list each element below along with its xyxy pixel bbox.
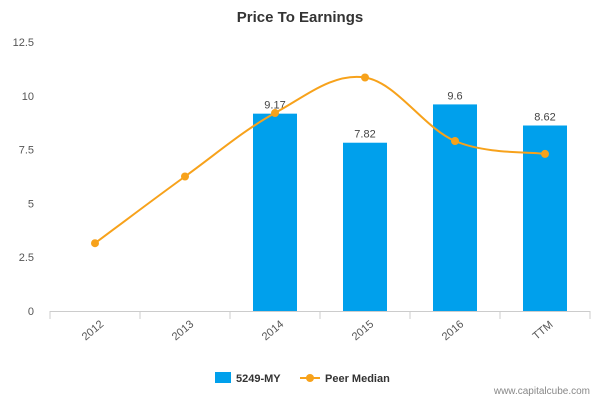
legend-swatch-point (306, 374, 314, 382)
legend-label-line: Peer Median (325, 373, 390, 385)
bar-data-label: 9.17 (264, 100, 285, 112)
x-tick-label: 2015 (350, 318, 376, 343)
peer-median-line (94, 75, 546, 245)
x-axis: 2012 2013 2014 2015 2016 TTM (49, 311, 591, 343)
peer-median-point (361, 73, 369, 82)
y-axis: 0 2.5 5 7.5 10 12.5 (13, 37, 34, 318)
peer-median-point (91, 239, 99, 248)
x-tick-label: 2013 (170, 318, 196, 343)
y-tick-label: 12.5 (13, 37, 34, 49)
y-tick-label: 10 (22, 91, 34, 103)
y-tick-label: 7.5 (19, 145, 34, 157)
x-tick-label: 2012 (80, 318, 106, 343)
bar-data-label: 8.62 (534, 111, 555, 123)
bar (343, 142, 387, 311)
peer-median-point (451, 136, 459, 145)
bar-data-label: 7.82 (354, 129, 375, 141)
peer-median-point (181, 172, 189, 181)
x-tick-label: 2014 (260, 318, 286, 343)
bar (433, 104, 477, 312)
chart-title: Price To Earnings (237, 9, 363, 26)
legend-label-bar: 5249-MY (236, 373, 281, 385)
x-tick-label: TTM (531, 319, 556, 343)
peer-median-point (271, 109, 279, 118)
bar-series: 9.17 7.82 9.6 8.62 (253, 90, 567, 312)
y-tick-label: 2.5 (19, 252, 34, 264)
y-tick-label: 5 (28, 198, 34, 210)
x-tick-label: 2016 (440, 318, 466, 343)
bar (253, 113, 297, 312)
legend: 5249-MY Peer Median (215, 372, 390, 385)
legend-swatch-bar (215, 372, 231, 383)
watermark: www.capitalcube.com (493, 386, 590, 397)
bar-data-label: 9.6 (447, 90, 462, 102)
peer-median-point (541, 149, 549, 158)
y-tick-label: 0 (28, 306, 34, 318)
line-series (91, 73, 549, 248)
